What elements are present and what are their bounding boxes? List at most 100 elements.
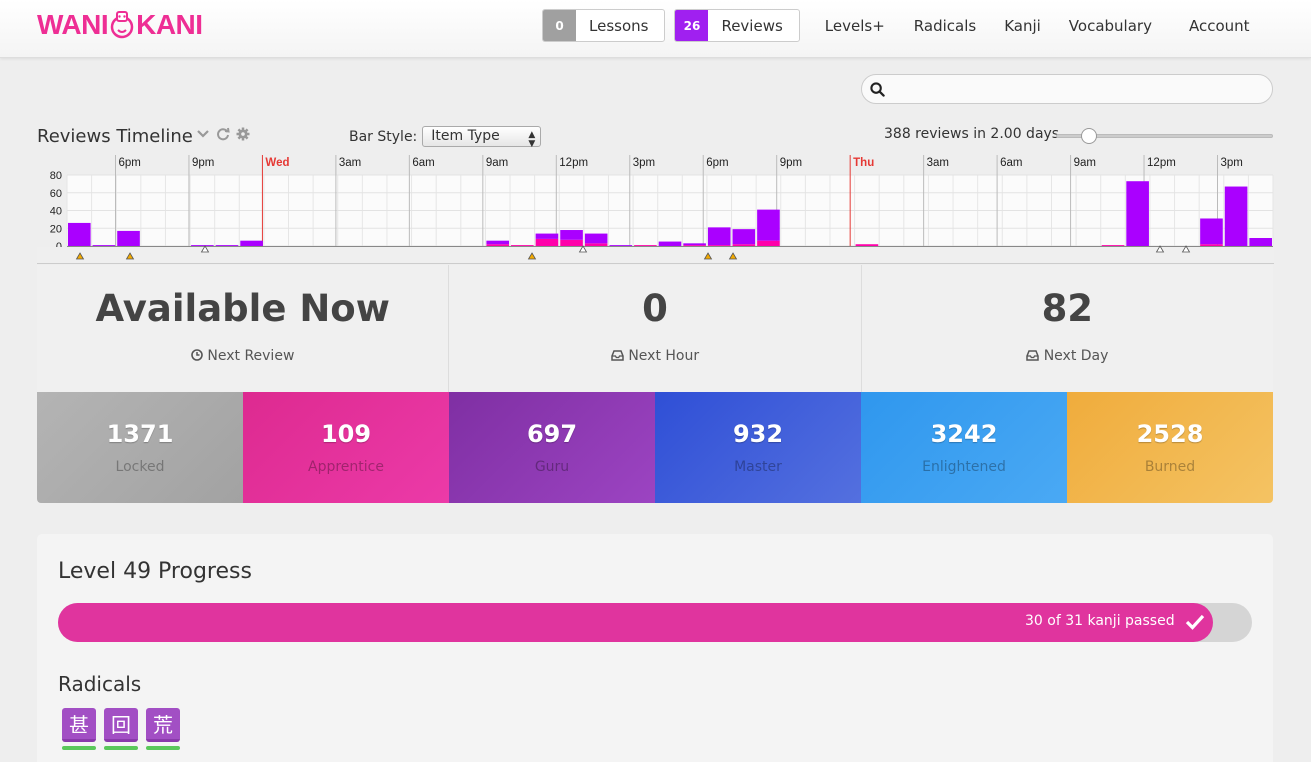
nav-link-levels[interactable]: Levels+ [824, 16, 885, 35]
srs-label: Guru [534, 459, 570, 475]
refresh-icon[interactable] [216, 127, 230, 141]
bar-segment-kanji [584, 243, 608, 246]
search-icon [870, 82, 885, 97]
header: WANI KANI 0 Lessons 26 Reviews Levels+ R… [0, 0, 1311, 58]
bar-style-control: Bar Style: Item Type ▲ ▼ [349, 126, 542, 149]
bar-segment-kanji [732, 244, 756, 246]
y-tick-label: 20 [50, 223, 62, 235]
bar-segment-vocabulary [117, 230, 140, 246]
chevron-down-icon[interactable] [196, 127, 210, 141]
wanikani-logo[interactable]: WANI KANI [37, 8, 203, 42]
bar-segment-vocabulary [1200, 218, 1223, 245]
bar-segment-kanji [634, 245, 657, 247]
bar-segment-vocabulary [68, 222, 91, 246]
bar-segment-kanji [683, 245, 706, 247]
timeline-marker-icon [125, 252, 135, 260]
kanji-progress-bar: 30 of 31 kanji passed [58, 603, 1252, 642]
y-tick-label: 40 [50, 206, 62, 218]
next-day-label: Next Day [1043, 348, 1109, 364]
radical-item[interactable]: 甚 [62, 708, 96, 750]
next-hour-label: Next Hour [628, 348, 700, 364]
next-day-label-row: Next Day [862, 348, 1273, 364]
srs-label: Apprentice [308, 459, 384, 475]
next-hour-value: 0 [642, 287, 668, 330]
inbox-icon [611, 350, 624, 361]
next-day-value: 82 [1041, 287, 1094, 330]
inbox-icon [1026, 350, 1039, 361]
x-tick-label: 6pm [706, 157, 728, 169]
x-tick-label: 9am [486, 157, 508, 169]
srs-locked[interactable]: 1371 Locked [37, 392, 243, 503]
srs-guru[interactable]: 697 Guru [449, 392, 655, 503]
srs-count: 2528 [1136, 420, 1204, 448]
reviews-button[interactable]: 26 Reviews [674, 9, 800, 42]
srs-count: 1371 [106, 420, 174, 448]
bar-segment-kanji [560, 239, 583, 246]
radical-glyph: 荒 [146, 708, 180, 742]
next-hour-cell: 0 Next Hour [449, 265, 862, 392]
nav-link-account[interactable]: Account [1188, 16, 1250, 35]
chart-marker-strip [37, 247, 1274, 263]
crabigator-logo-icon [110, 11, 134, 39]
srs-label: Master [734, 459, 782, 475]
srs-distribution: 1371 Locked 109 Apprentice 697 Guru 932 … [37, 392, 1273, 503]
nav-link-radicals[interactable]: Radicals [913, 16, 977, 35]
x-tick-label: 6am [412, 157, 434, 169]
srs-apprentice[interactable]: 109 Apprentice [243, 392, 449, 503]
next-day-cell: 82 Next Day [862, 265, 1273, 392]
x-tick-label: 12pm [1147, 157, 1176, 169]
gear-icon[interactable] [236, 127, 250, 141]
x-tick-label: Thu [853, 157, 874, 169]
radicals-heading: Radicals [58, 672, 142, 696]
srs-label: Locked [115, 459, 165, 475]
lessons-button[interactable]: 0 Lessons [542, 9, 666, 42]
search-input[interactable] [861, 74, 1273, 104]
timeline-range-text: 388 reviews in 2.00 days [884, 126, 1060, 142]
bar-segment-vocabulary [732, 229, 756, 245]
checkmark-icon [1185, 614, 1204, 630]
bar-style-select[interactable]: Item Type ▲ ▼ [422, 126, 542, 149]
bar-segment-vocabulary [609, 245, 633, 247]
next-hour-label-row: Next Hour [449, 348, 860, 364]
y-tick-label: 80 [50, 170, 62, 182]
radical-item[interactable]: 回 [104, 708, 138, 750]
slider-handle[interactable] [1081, 128, 1097, 144]
bar-segment-vocabulary [240, 240, 263, 246]
x-tick-label: 3am [927, 157, 949, 169]
x-tick-label: 6pm [118, 157, 140, 169]
availability-panel: Available Now Next Review 0 Next Hour 82… [37, 265, 1273, 392]
bar-segment-kanji [511, 245, 534, 247]
bar-style-label: Bar Style: [349, 128, 418, 145]
bar-segment-vocabulary [1249, 238, 1272, 246]
radical-glyph: 甚 [62, 708, 96, 742]
timeline-title: Reviews Timeline [37, 126, 193, 147]
nav-link-kanji[interactable]: Kanji [1004, 16, 1041, 35]
timeline-range-slider[interactable] [1056, 128, 1273, 144]
bar-segment-kanji [486, 244, 510, 246]
clock-icon [191, 349, 203, 361]
bar-segment-vocabulary [215, 245, 239, 247]
x-tick-label: 3pm [1221, 157, 1243, 169]
timeline-marker-icon [75, 252, 85, 260]
x-tick-label: 9pm [192, 157, 214, 169]
x-tick-label: 12pm [559, 157, 588, 169]
bar-segment-vocabulary [707, 227, 731, 246]
bar-segment-kanji [1101, 245, 1125, 247]
progress-fill: 30 of 31 kanji passed [58, 603, 1213, 642]
y-tick-label: 60 [50, 188, 62, 200]
nav-link-vocabulary[interactable]: Vocabulary [1068, 16, 1152, 35]
radical-item[interactable]: 荒 [146, 708, 180, 750]
x-tick-label: 9pm [780, 157, 802, 169]
bar-segment-kanji [707, 245, 731, 247]
reviews-count-badge: 26 [675, 10, 709, 41]
srs-master[interactable]: 932 Master [655, 392, 861, 503]
next-review-label: Next Review [207, 348, 295, 364]
bar-segment-vocabulary [486, 240, 510, 245]
timeline-marker-icon [527, 252, 537, 260]
srs-burned[interactable]: 2528 Burned [1067, 392, 1273, 503]
radical-glyph: 回 [104, 708, 138, 742]
srs-label: Burned [1144, 459, 1196, 475]
srs-enlightened[interactable]: 3242 Enlightened [861, 392, 1067, 503]
reviews-label: Reviews [721, 16, 783, 35]
bar-segment-vocabulary [757, 209, 780, 241]
